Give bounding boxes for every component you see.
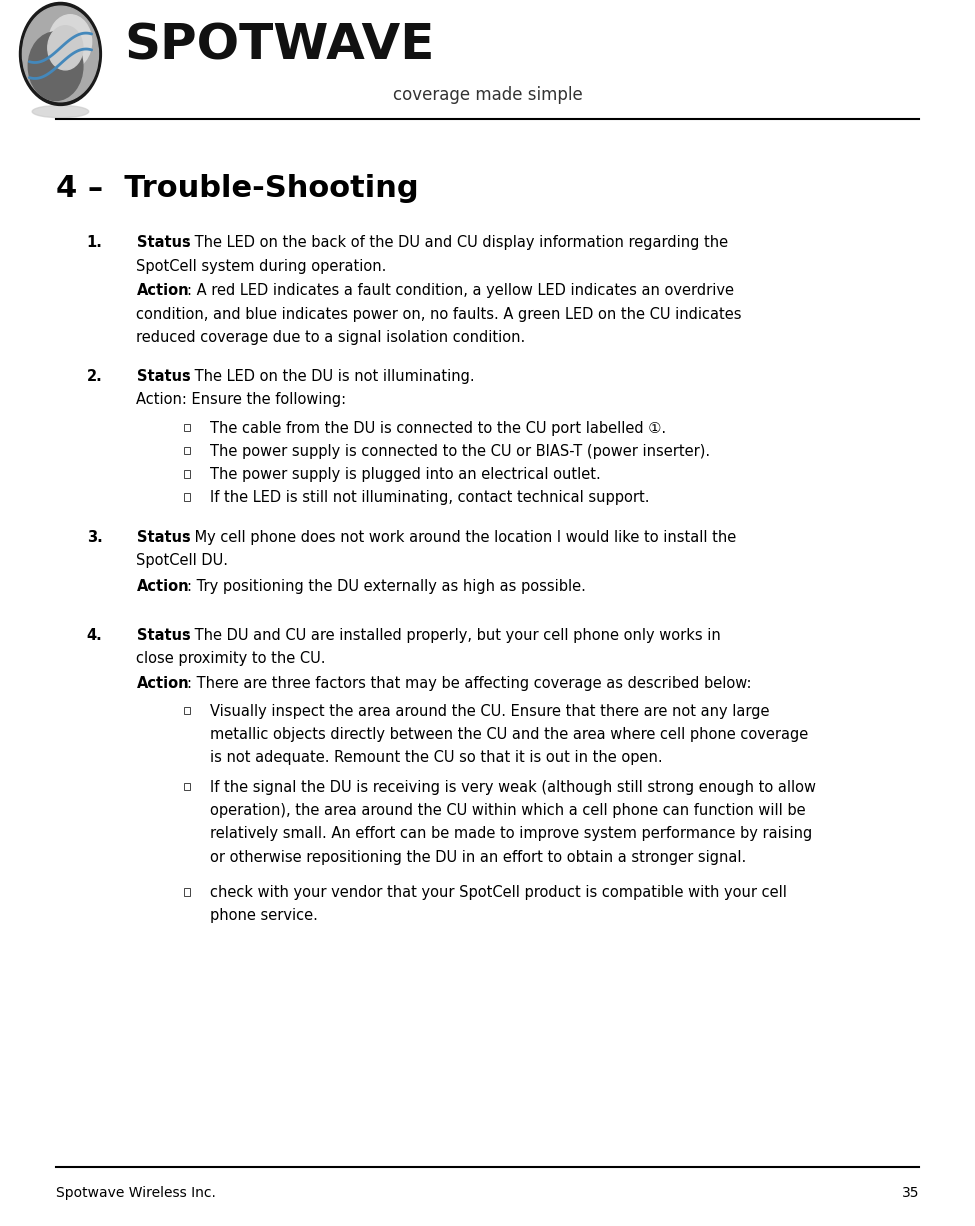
Text: Action: Action: [136, 283, 189, 298]
Text: Status: Status: [136, 530, 190, 544]
Text: operation), the area around the CU within which a cell phone can function will b: operation), the area around the CU withi…: [210, 803, 805, 818]
Text: The cable from the DU is connected to the CU port labelled ①.: The cable from the DU is connected to th…: [210, 421, 666, 435]
Text: SPOTWAVE: SPOTWAVE: [125, 21, 435, 70]
Circle shape: [49, 15, 92, 69]
Text: reduced coverage due to a signal isolation condition.: reduced coverage due to a signal isolati…: [136, 330, 526, 345]
Ellipse shape: [32, 105, 89, 118]
Text: Action: Action: [136, 579, 189, 593]
Text: Status: Status: [136, 628, 190, 642]
Text: The power supply is connected to the CU or BIAS-T (power inserter).: The power supply is connected to the CU …: [210, 444, 710, 459]
Text: 35: 35: [902, 1186, 919, 1199]
Text: Action: Ensure the following:: Action: Ensure the following:: [136, 392, 347, 407]
Text: coverage made simple: coverage made simple: [393, 86, 582, 104]
FancyBboxPatch shape: [183, 706, 189, 714]
Text: SpotCell system during operation.: SpotCell system during operation.: [136, 259, 387, 273]
Text: Status: Status: [136, 235, 190, 250]
Text: Visually inspect the area around the CU. Ensure that there are not any large: Visually inspect the area around the CU.…: [210, 704, 769, 718]
FancyBboxPatch shape: [183, 493, 189, 500]
Text: : The LED on the back of the DU and CU display information regarding the: : The LED on the back of the DU and CU d…: [185, 235, 728, 250]
Circle shape: [48, 26, 83, 70]
Text: : A red LED indicates a fault condition, a yellow LED indicates an overdrive: : A red LED indicates a fault condition,…: [187, 283, 734, 298]
Text: Spotwave Wireless Inc.: Spotwave Wireless Inc.: [56, 1186, 215, 1199]
Text: metallic objects directly between the CU and the area where cell phone coverage: metallic objects directly between the CU…: [210, 727, 808, 742]
Text: Status: Status: [136, 369, 190, 384]
Text: condition, and blue indicates power on, no faults. A green LED on the CU indicat: condition, and blue indicates power on, …: [136, 306, 742, 321]
Text: : There are three factors that may be affecting coverage as described below:: : There are three factors that may be af…: [187, 676, 752, 690]
FancyBboxPatch shape: [183, 782, 189, 791]
Text: is not adequate. Remount the CU so that it is out in the open.: is not adequate. Remount the CU so that …: [210, 750, 662, 765]
Text: close proximity to the CU.: close proximity to the CU.: [136, 651, 326, 666]
Text: If the LED is still not illuminating, contact technical support.: If the LED is still not illuminating, co…: [210, 490, 649, 505]
FancyBboxPatch shape: [183, 423, 189, 430]
Text: 3.: 3.: [87, 530, 102, 544]
Text: relatively small. An effort can be made to improve system performance by raising: relatively small. An effort can be made …: [210, 826, 812, 841]
Text: check with your vendor that your SpotCell product is compatible with your cell: check with your vendor that your SpotCel…: [210, 885, 787, 900]
Text: 1.: 1.: [87, 235, 102, 250]
Text: : My cell phone does not work around the location I would like to install the: : My cell phone does not work around the…: [185, 530, 736, 544]
Text: 4.: 4.: [87, 628, 102, 642]
Text: The power supply is plugged into an electrical outlet.: The power supply is plugged into an elec…: [210, 467, 601, 482]
Text: : The LED on the DU is not illuminating.: : The LED on the DU is not illuminating.: [185, 369, 475, 384]
Text: 2.: 2.: [87, 369, 102, 384]
Text: : Try positioning the DU externally as high as possible.: : Try positioning the DU externally as h…: [187, 579, 586, 593]
Text: phone service.: phone service.: [210, 908, 318, 923]
Circle shape: [20, 2, 101, 105]
Text: 4 –  Trouble-Shooting: 4 – Trouble-Shooting: [56, 174, 418, 204]
Text: Action: Action: [136, 676, 189, 690]
FancyBboxPatch shape: [183, 470, 189, 477]
FancyBboxPatch shape: [183, 446, 189, 454]
Circle shape: [22, 6, 98, 102]
Text: : The DU and CU are installed properly, but your cell phone only works in: : The DU and CU are installed properly, …: [185, 628, 721, 642]
Text: If the signal the DU is receiving is very weak (although still strong enough to : If the signal the DU is receiving is ver…: [210, 780, 816, 794]
Text: or otherwise repositioning the DU in an effort to obtain a stronger signal.: or otherwise repositioning the DU in an …: [210, 850, 746, 864]
Circle shape: [28, 32, 83, 101]
FancyBboxPatch shape: [183, 888, 189, 895]
Text: SpotCell DU.: SpotCell DU.: [136, 553, 228, 568]
